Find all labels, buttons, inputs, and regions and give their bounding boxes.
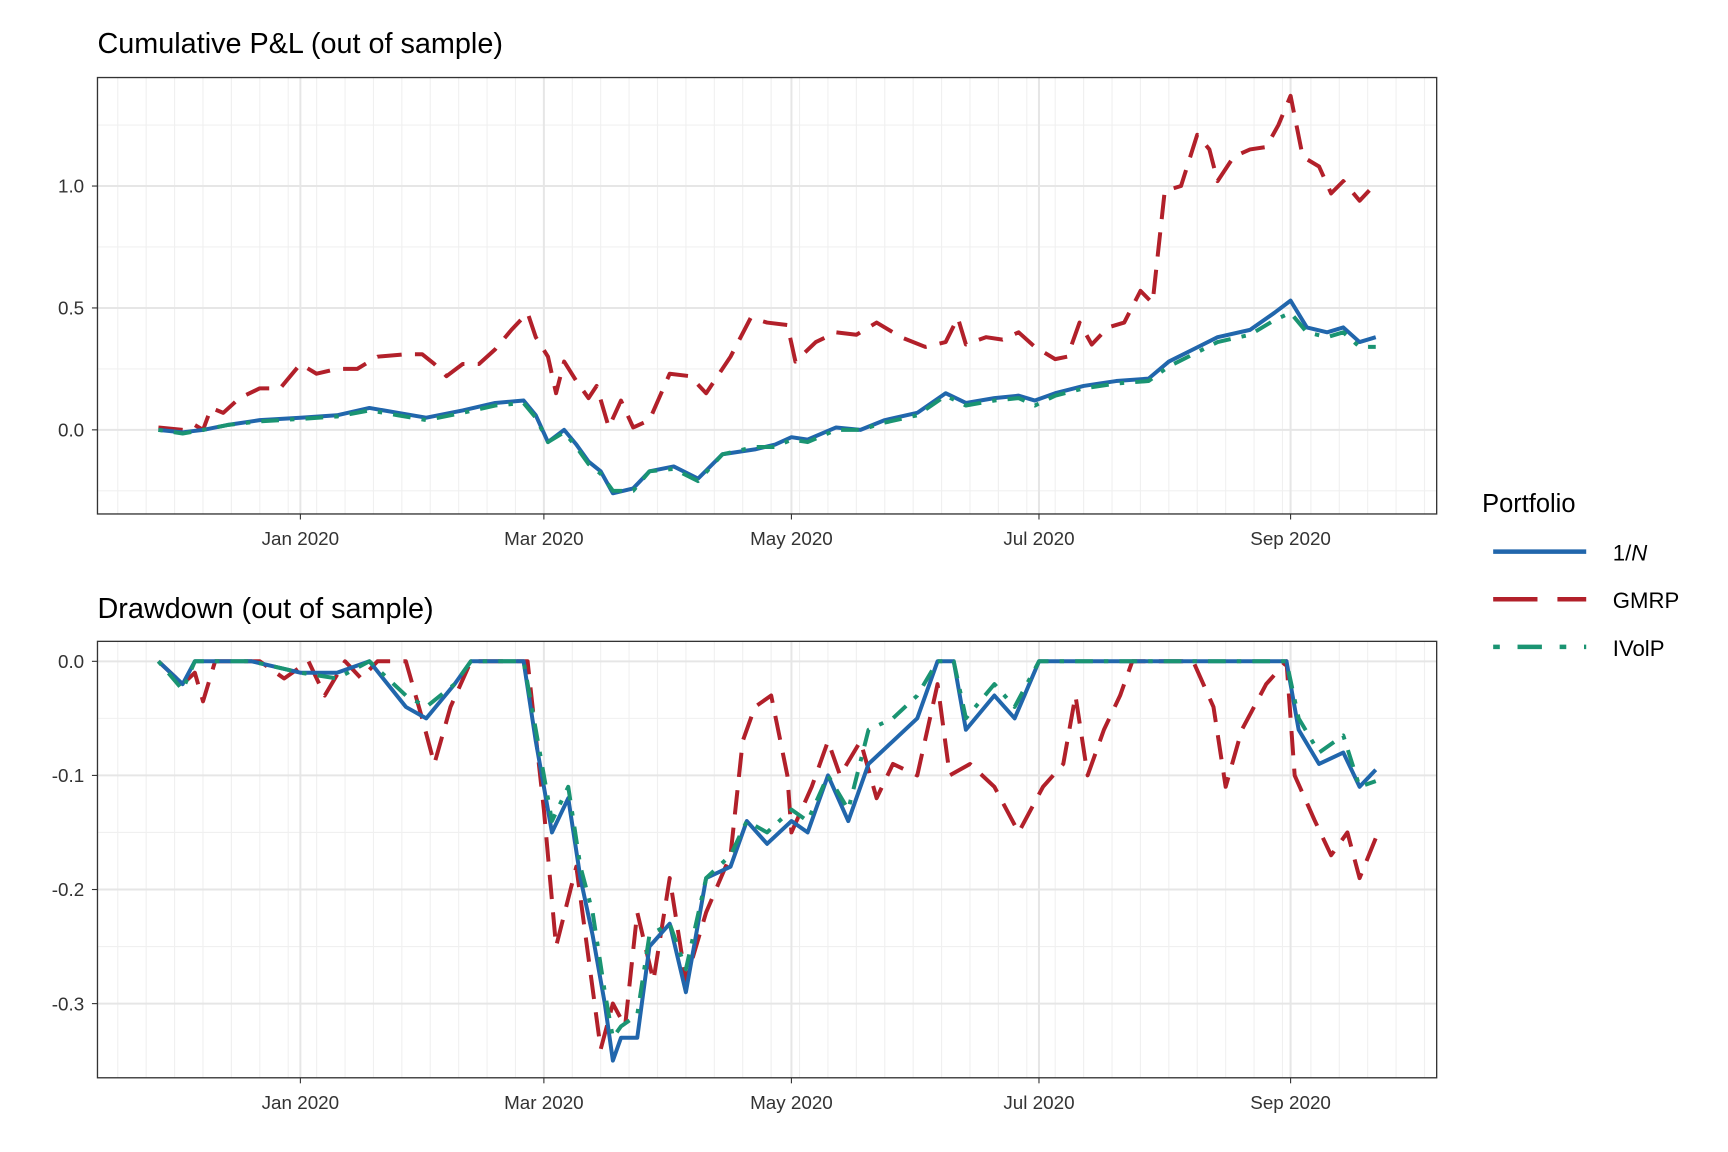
legend-label: IVolP [1613,636,1665,661]
x-tick-label: Jul 2020 [1003,1092,1074,1113]
y-tick-label: 1.0 [58,176,84,197]
legend-label: GMRP [1613,588,1679,613]
y-tick-label: 0.5 [58,298,84,319]
cumulative-pnl-title: Cumulative P&L (out of sample) [97,28,502,60]
series-line-ivolp [158,310,1376,493]
series-line-ivolp [156,659,1377,1040]
cumulative-pnl-panel: Cumulative P&L (out of sample) Jan 2020 M… [58,28,1438,549]
legend-label-text: GMRP [1613,588,1679,613]
drawdown-panel: Drawdown (out of sample) Jan 2020 Mar 202… [52,593,1438,1113]
legend-label-text: 1/ [1613,540,1632,565]
legend-label: 1/N [1613,540,1647,565]
legend-label-italic: N [1631,540,1647,565]
panel-border [96,640,1438,1079]
series-line-1-n [158,298,1377,496]
y-tick-label: -0.3 [52,993,84,1014]
x-tick-label: May 2020 [750,528,833,549]
x-tick-label: Mar 2020 [504,528,584,549]
x-tick-label: Mar 2020 [504,1092,584,1113]
legend: Portfolio 1/N GMRP IVolP [1482,490,1679,661]
legend-title: Portfolio [1482,490,1575,518]
x-tick-label: Sep 2020 [1250,528,1331,549]
legend-label-text: IVolP [1613,636,1665,661]
plot-background [97,641,1437,1078]
x-tick-label: May 2020 [750,1092,833,1113]
y-tick-label: 0.0 [58,651,84,672]
y-tick-label: -0.2 [52,879,84,900]
x-tick-label: Jan 2020 [262,1092,339,1113]
x-tick-label: Jul 2020 [1003,528,1074,549]
y-tick-label: 0.0 [58,419,84,440]
x-tick-label: Sep 2020 [1250,1092,1331,1113]
plot-background [97,77,1437,514]
series-line-gmrp [157,659,1378,1052]
panel-border [96,76,1438,515]
y-tick-label: -0.1 [52,765,84,786]
series-line-gmrp [158,93,1378,432]
x-tick-label: Jan 2020 [262,528,339,549]
drawdown-title: Drawdown (out of sample) [97,593,433,625]
